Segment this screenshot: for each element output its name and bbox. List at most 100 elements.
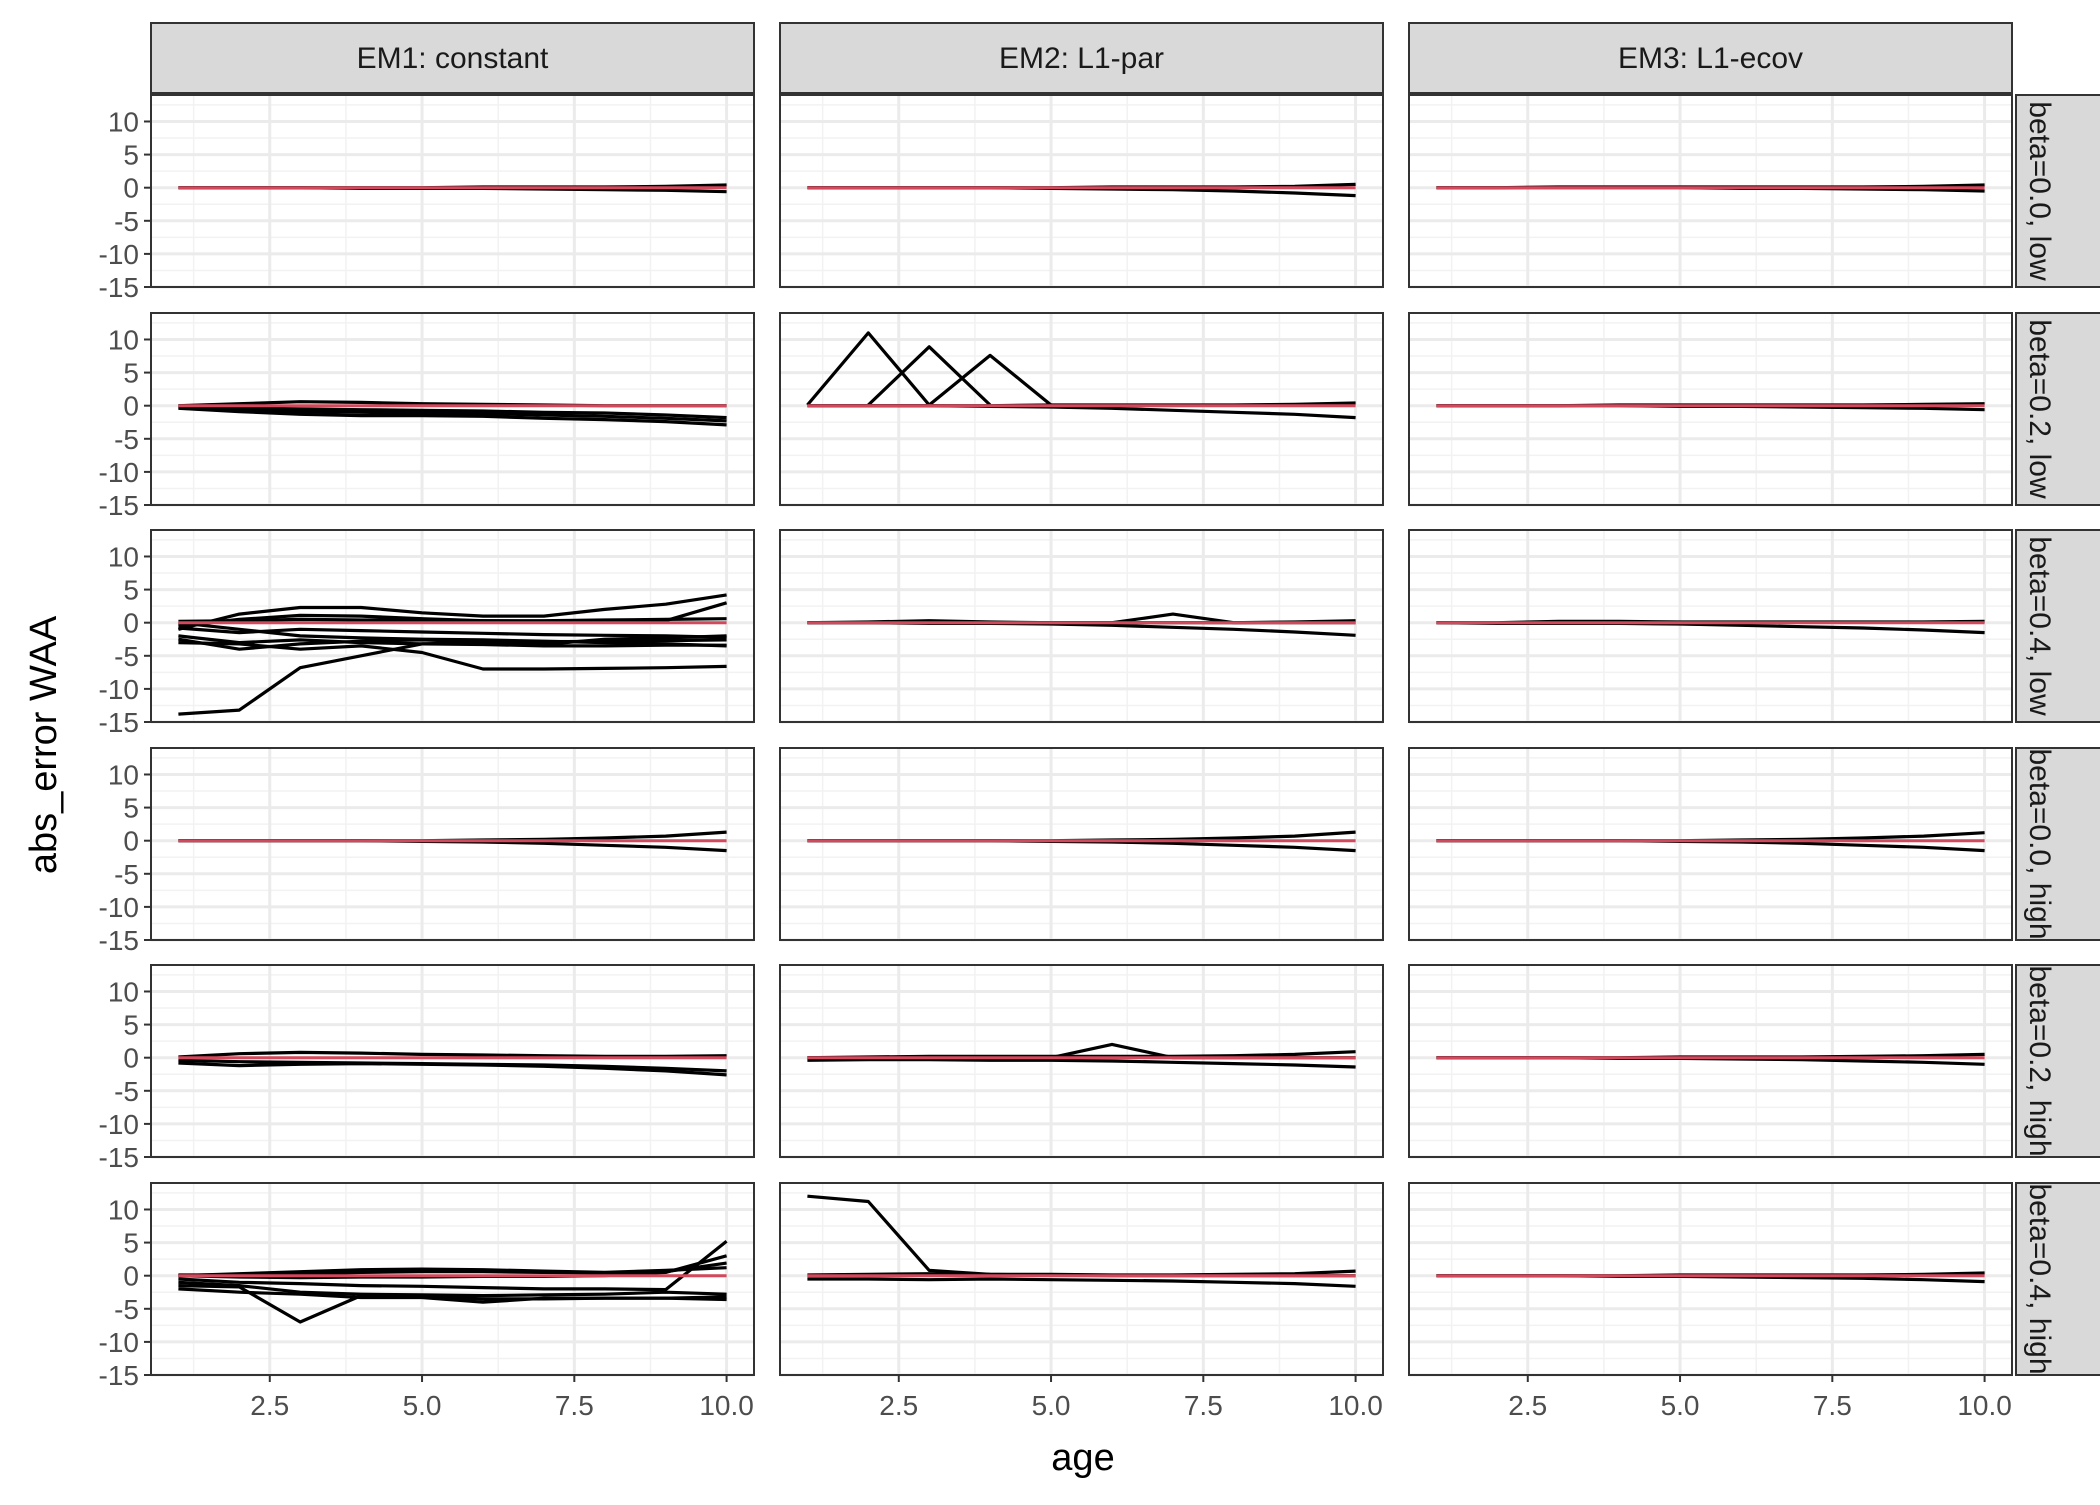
y-tick-label: -10 bbox=[99, 1327, 139, 1358]
facet-panel bbox=[1408, 964, 2013, 1159]
panel-data bbox=[1436, 619, 1985, 635]
panel-border bbox=[150, 312, 755, 506]
panel-border bbox=[150, 1182, 755, 1376]
row-strip-label: beta=0.0, low bbox=[2023, 101, 2056, 281]
row-strip bbox=[2015, 94, 2100, 288]
y-tick-label: 10 bbox=[108, 759, 139, 790]
series-line bbox=[178, 626, 727, 639]
y-tick-label: 10 bbox=[108, 976, 139, 1007]
panel-data bbox=[1436, 1271, 1985, 1284]
facet-panel bbox=[1408, 529, 2013, 724]
y-tick-label: 10 bbox=[108, 106, 139, 137]
x-tick-label: 10.0 bbox=[1957, 1390, 2012, 1421]
row-strip bbox=[2015, 1182, 2100, 1376]
panel-border bbox=[150, 529, 755, 723]
y-tick-label: -5 bbox=[114, 1294, 139, 1325]
row-strip-label: beta=0.2, low bbox=[2023, 319, 2056, 499]
row-strip bbox=[2015, 964, 2100, 1158]
y-tick-label: 10 bbox=[108, 1194, 139, 1225]
facet-panel bbox=[1408, 747, 2013, 942]
facet-panel bbox=[779, 964, 1384, 1159]
column-strip bbox=[779, 22, 1384, 94]
facet-panel: 2.5 5.0 7.5 10.0 bbox=[779, 1182, 1384, 1421]
row-strip bbox=[2015, 747, 2100, 941]
x-tick-label: 5.0 bbox=[1661, 1390, 1700, 1421]
panel-background bbox=[780, 748, 1383, 940]
y-tick-label: 10 bbox=[108, 541, 139, 572]
y-tick-label: 5 bbox=[123, 358, 139, 389]
x-tick-label: 5.0 bbox=[1032, 1390, 1071, 1421]
panel-border bbox=[779, 94, 1384, 288]
panel-data bbox=[178, 183, 727, 194]
y-tick-label: 0 bbox=[123, 608, 139, 639]
panel-data bbox=[1436, 831, 1985, 853]
series-line bbox=[178, 406, 727, 427]
y-tick-label: 5 bbox=[123, 1010, 139, 1041]
panel-border bbox=[779, 747, 1384, 941]
y-tick-label: -15 bbox=[99, 490, 139, 521]
row-strip bbox=[2015, 529, 2100, 723]
column-strip-label: EM3: L1-ecov bbox=[1618, 42, 1803, 75]
x-tick-label: 7.5 bbox=[1813, 1390, 1852, 1421]
y-tick-label: -15 bbox=[99, 1142, 139, 1173]
y-tick-label: -10 bbox=[99, 674, 139, 705]
panel-border bbox=[779, 1182, 1384, 1376]
row-strip-label: beta=0.4, low bbox=[2023, 536, 2056, 716]
row-strip bbox=[2015, 312, 2100, 506]
series-line bbox=[928, 353, 1053, 407]
panel-border bbox=[150, 94, 755, 288]
y-tick-label: -10 bbox=[99, 892, 139, 923]
facet-panel bbox=[779, 312, 1384, 507]
series-line bbox=[806, 331, 931, 407]
facet-panel bbox=[779, 94, 1384, 289]
panel-data bbox=[178, 400, 727, 427]
panel-data bbox=[1436, 402, 1985, 412]
panel-data bbox=[178, 1050, 727, 1077]
panel-border bbox=[779, 312, 1384, 506]
series-line bbox=[178, 1240, 728, 1292]
y-tick-label: 0 bbox=[123, 1043, 139, 1074]
panel-data bbox=[1436, 183, 1985, 193]
facet-panel bbox=[1408, 312, 2013, 507]
panel-border bbox=[1408, 312, 2013, 506]
series-line bbox=[178, 1280, 727, 1298]
y-tick-label: -10 bbox=[99, 239, 139, 270]
panel-border bbox=[1408, 964, 2013, 1158]
panel-border bbox=[779, 964, 1384, 1158]
panel-data bbox=[178, 830, 727, 853]
x-tick-label: 10.0 bbox=[699, 1390, 754, 1421]
panel-background bbox=[780, 95, 1383, 287]
panel-border bbox=[150, 747, 755, 941]
series-line bbox=[178, 621, 727, 648]
series-line bbox=[178, 404, 727, 420]
facet-panel bbox=[779, 529, 1384, 724]
column-strip-label: EM2: L1-par bbox=[999, 42, 1164, 75]
y-tick-label: -5 bbox=[114, 859, 139, 890]
panel-border bbox=[150, 964, 755, 1158]
panel-data bbox=[1436, 1052, 1985, 1066]
panel-data bbox=[807, 1042, 1356, 1069]
y-axis-title: abs_error WAA bbox=[23, 615, 65, 874]
panel-data bbox=[806, 331, 1356, 420]
y-tick-label: -10 bbox=[99, 457, 139, 488]
y-tick-label: -10 bbox=[99, 1109, 139, 1140]
y-tick-label: -5 bbox=[114, 641, 139, 672]
y-tick-label: -5 bbox=[114, 424, 139, 455]
facet-panel bbox=[1408, 94, 2013, 289]
series-line bbox=[807, 1058, 1356, 1069]
y-tick-label: 5 bbox=[123, 1228, 139, 1259]
y-tick-label: 0 bbox=[123, 391, 139, 422]
panel-background bbox=[1409, 748, 2012, 940]
panel-data bbox=[807, 182, 1356, 198]
y-tick-label: -15 bbox=[99, 1360, 139, 1391]
y-tick-label: 5 bbox=[123, 140, 139, 171]
row-strip-label: beta=0.4, high bbox=[2023, 1183, 2056, 1374]
y-tick-label: -5 bbox=[114, 206, 139, 237]
series-line bbox=[867, 345, 992, 407]
column-strip bbox=[1408, 22, 2013, 94]
x-tick-label: 10.0 bbox=[1328, 1390, 1383, 1421]
